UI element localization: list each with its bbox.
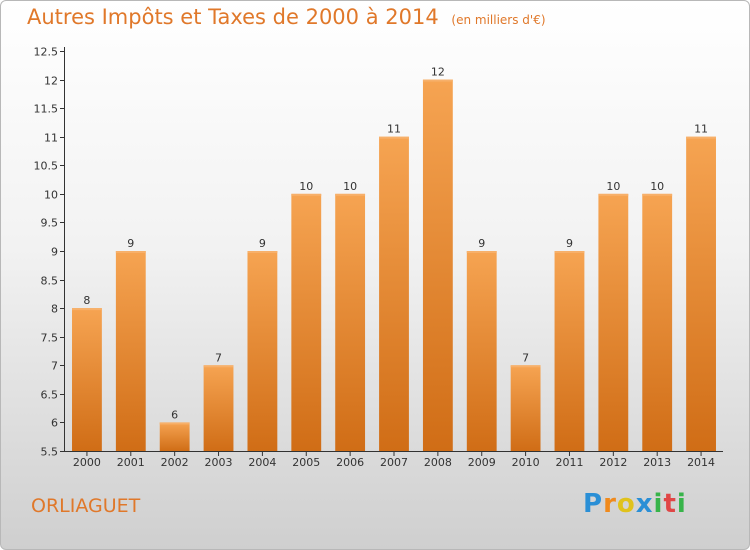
logo-letter: i — [676, 489, 687, 519]
bar-highlight — [466, 251, 497, 253]
x-tick-label: 2013 — [643, 456, 671, 469]
bar-value-label: 10 — [299, 180, 313, 193]
bar — [598, 193, 629, 451]
y-tick-label: 7 — [51, 360, 58, 373]
bar-highlight — [203, 365, 234, 368]
x-tick-label: 2007 — [380, 456, 408, 469]
y-tick-label: 6 — [51, 417, 58, 430]
bar-value-label: 9 — [478, 237, 485, 250]
y-tick-label: 12.5 — [34, 46, 59, 59]
y-tick-label: 10 — [44, 189, 58, 202]
bar — [247, 251, 278, 451]
bar-value-label: 7 — [522, 351, 529, 364]
x-tick-label: 2008 — [424, 456, 452, 469]
bar — [159, 422, 190, 451]
bar-highlight — [335, 193, 366, 196]
bar — [466, 251, 497, 451]
bar — [642, 193, 673, 451]
y-tick-label: 8 — [51, 303, 58, 316]
chart-title: Autres Impôts et Taxes de 2000 à 2014 (e… — [27, 5, 546, 29]
logo-letter: t — [663, 489, 677, 519]
bar-value-label: 10 — [650, 180, 664, 193]
bar-highlight — [159, 422, 190, 425]
bar-highlight — [554, 251, 585, 253]
x-tick-label: 2002 — [161, 456, 189, 469]
bar-value-label: 9 — [566, 237, 573, 250]
bar — [379, 136, 409, 451]
logo-letter: P — [583, 489, 604, 519]
bar — [422, 79, 453, 452]
x-tick-label: 2000 — [73, 456, 101, 469]
bar-value-label: 10 — [343, 180, 357, 193]
bar-highlight — [598, 193, 629, 196]
bar — [510, 365, 541, 451]
y-tick-label: 11.5 — [34, 103, 59, 116]
bar-value-label: 9 — [259, 237, 266, 250]
bar-highlight — [247, 251, 278, 253]
logo-letter: r — [603, 489, 617, 519]
x-tick-label: 2014 — [687, 456, 715, 469]
bar — [203, 365, 234, 451]
x-tick-label: 2005 — [292, 456, 320, 469]
y-tick-label: 9 — [51, 246, 58, 259]
y-tick-label: 10.5 — [34, 160, 59, 173]
bar — [115, 251, 146, 451]
y-tick-label: 12 — [44, 75, 58, 88]
bar — [291, 193, 322, 451]
x-tick-label: 2009 — [468, 456, 496, 469]
logo-letter: x — [635, 489, 654, 519]
bar-value-label: 7 — [215, 351, 222, 364]
logo-letter: o — [616, 489, 636, 519]
bar-value-label: 11 — [694, 123, 708, 136]
bar-highlight — [686, 136, 716, 139]
bar-value-label: 9 — [127, 237, 134, 250]
bar-highlight — [379, 136, 409, 139]
bar — [72, 308, 102, 451]
bar-value-label: 11 — [387, 123, 401, 136]
x-tick-label: 2011 — [555, 456, 583, 469]
x-tick-label: 2001 — [117, 456, 145, 469]
bar-value-label: 8 — [83, 294, 90, 307]
x-tick-label: 2012 — [599, 456, 627, 469]
commune-name: ORLIAGUET — [31, 495, 141, 517]
bar — [686, 136, 716, 451]
y-tick-label: 11 — [44, 132, 58, 145]
y-tick-label: 7.5 — [41, 332, 59, 345]
bar-highlight — [510, 365, 541, 368]
y-tick-label: 9.5 — [41, 217, 59, 230]
y-tick-label: 5.5 — [41, 446, 59, 459]
x-tick-label: 2004 — [248, 456, 276, 469]
chart-title-unit: (en milliers d'€) — [451, 13, 546, 27]
x-tick-label: 2006 — [336, 456, 364, 469]
bar-value-label: 6 — [171, 408, 178, 421]
bar-highlight — [642, 193, 673, 196]
bar-value-label: 12 — [431, 66, 445, 79]
y-tick-label: 8.5 — [41, 275, 59, 288]
x-tick-label: 2010 — [512, 456, 540, 469]
bar-highlight — [115, 251, 146, 253]
bar — [554, 251, 585, 451]
chart-title-main: Autres Impôts et Taxes de 2000 à 2014 — [27, 5, 439, 29]
bar-value-label: 10 — [606, 180, 620, 193]
bar-highlight — [291, 193, 322, 196]
y-tick-label: 6.5 — [41, 389, 59, 402]
logo-letter: i — [653, 489, 664, 519]
bar-highlight — [422, 79, 453, 82]
proxiti-logo: Proxiti — [583, 489, 687, 519]
x-tick-label: 2003 — [205, 456, 233, 469]
bar — [335, 193, 366, 451]
bar-highlight — [72, 308, 102, 311]
